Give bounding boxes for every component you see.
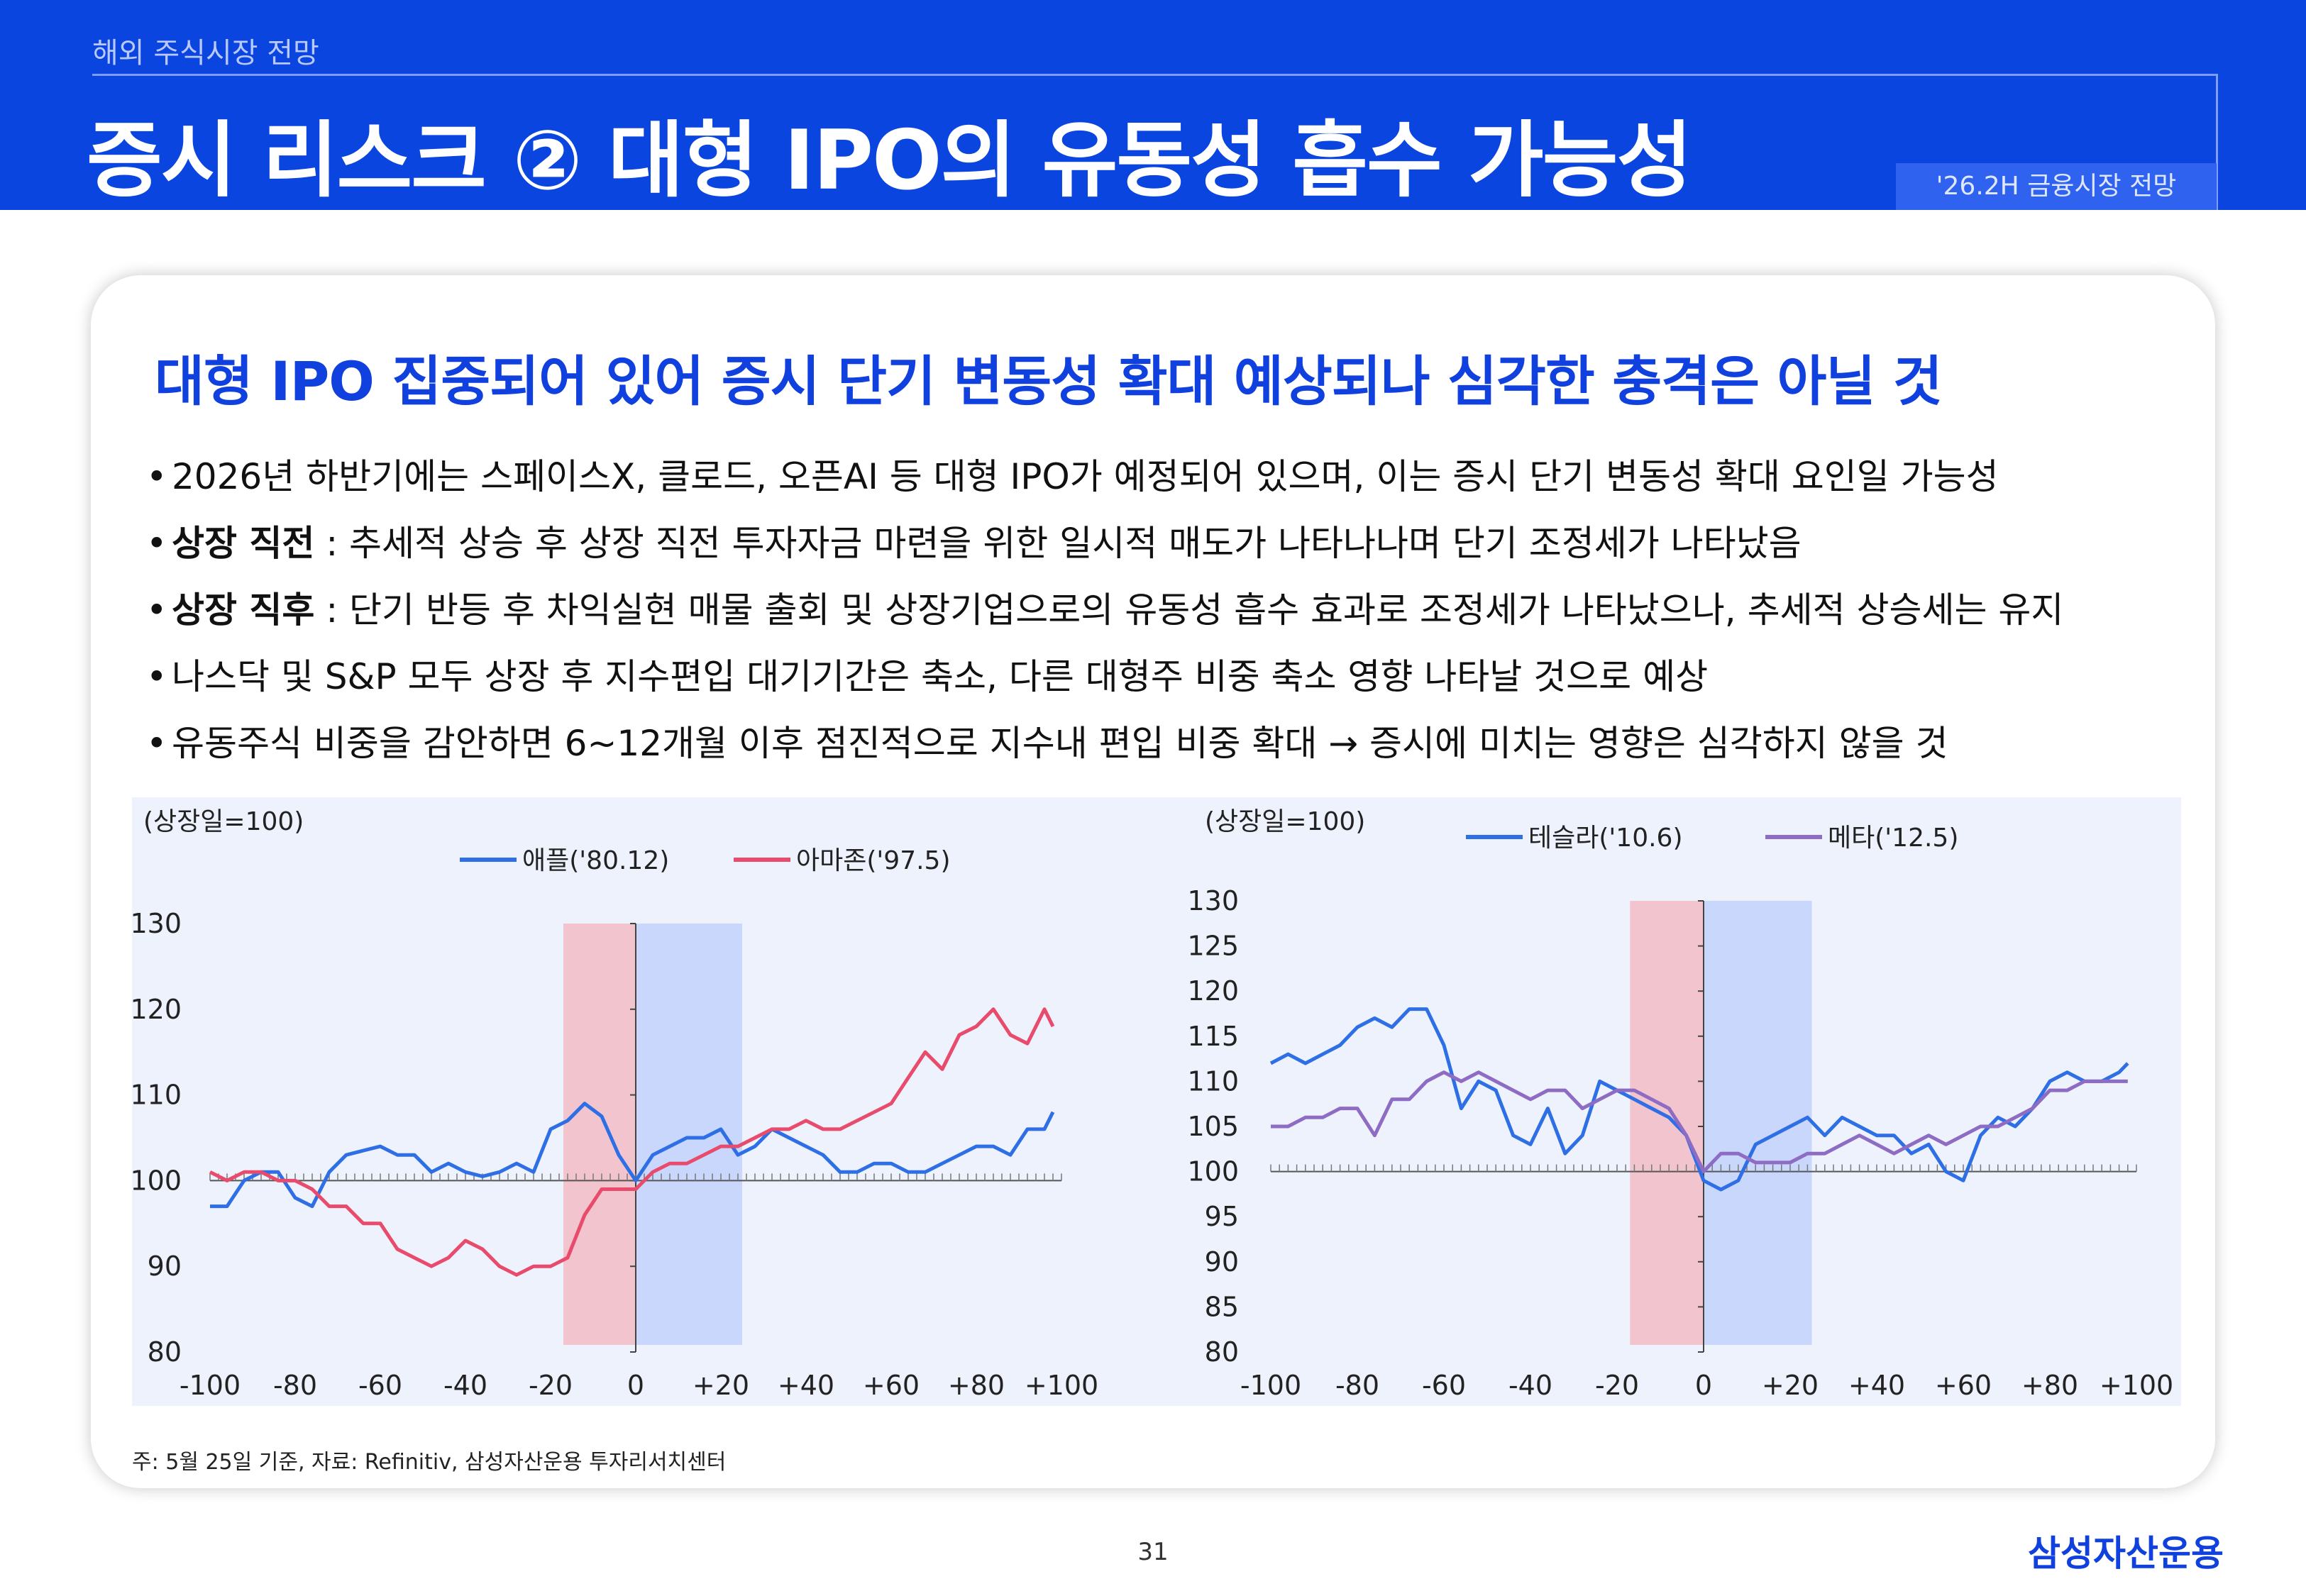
legend-label: 메타('12.5) — [1828, 824, 1958, 853]
report-tag: '26.2H 금융시장 전망 — [1896, 163, 2217, 210]
charts-svg: 80 90 100 110 120 130 -100 -80 -60 -40 -20 0 +20 +40 +… — [132, 807, 2173, 1401]
x-tick-label: -60 — [358, 1370, 402, 1401]
legend-label: 아마존('97.5) — [796, 846, 951, 875]
y-tick-label: 130 — [1187, 885, 1239, 916]
x-tick-label: +100 — [1025, 1370, 1098, 1401]
y-tick-label: 115 — [1187, 1021, 1239, 1052]
x-tick-label: -20 — [1595, 1370, 1639, 1401]
y-tick-label: 95 — [1205, 1201, 1239, 1232]
x-tick-label: -100 — [1240, 1370, 1301, 1401]
y-tick-label: 85 — [1205, 1291, 1239, 1322]
page-number: 31 — [1137, 1538, 1169, 1566]
x-tick-label: +40 — [1848, 1370, 1905, 1401]
y-tick-label: 100 — [1187, 1156, 1239, 1187]
bullet-item: • 상장 직후 : 단기 반등 후 차익실현 매물 출회 및 상장기업으로의 유동… — [146, 589, 2064, 631]
x-tick-label: +20 — [1762, 1370, 1819, 1401]
bullet-list: • 2026년 하반기에는 스페이스X, 클로드, 오픈AI 등 대형 IPO가 … — [146, 443, 2204, 777]
shaded-region — [563, 924, 636, 1345]
x-tick-label: +80 — [2021, 1370, 2078, 1401]
x-tick-label: -40 — [443, 1370, 487, 1401]
y-tick-label: 90 — [1205, 1246, 1239, 1278]
y-tick-label: 80 — [148, 1336, 182, 1368]
y-tick-label: 125 — [1187, 931, 1239, 962]
y-tick-label: 120 — [1187, 975, 1239, 1007]
source-note: 주: 5월 25일 기준, 자료: Refinitiv, 삼성자산운용 투자리서… — [132, 1450, 727, 1475]
x-tick-label: -40 — [1508, 1370, 1552, 1401]
x-tick-label: +40 — [778, 1370, 834, 1401]
x-tick-label: 0 — [627, 1370, 644, 1401]
section-label: 해외 주식시장 전망 — [92, 37, 319, 70]
y-tick-label: 100 — [132, 1165, 182, 1196]
y-tick-label: 110 — [1187, 1065, 1239, 1097]
axis-unit-label: (상장일=100) — [1205, 807, 1365, 836]
x-tick-label: -80 — [1335, 1370, 1379, 1401]
x-tick-label: +80 — [948, 1370, 1005, 1401]
company-logo: 삼성자산운용 — [2028, 1533, 2224, 1574]
y-tick-label: 105 — [1187, 1111, 1239, 1142]
y-tick-label: 130 — [132, 908, 182, 939]
y-tick-label: 120 — [132, 994, 182, 1025]
header-divider-end — [2216, 74, 2218, 210]
y-tick-label: 90 — [148, 1251, 182, 1282]
y-tick-label: 80 — [1205, 1336, 1239, 1368]
bullet-item: • 상장 직전 : 추세적 상승 후 상장 직전 투자자금 마련을 위한 일시적 … — [146, 523, 1802, 564]
x-tick-label: -80 — [273, 1370, 317, 1401]
legend-label: 테슬라('10.6) — [1528, 824, 1683, 853]
x-tick-label: 0 — [1695, 1370, 1712, 1401]
series-line — [210, 1102, 1055, 1209]
x-tick-label: +60 — [1935, 1370, 1992, 1401]
series-line — [1269, 1007, 2129, 1192]
series-line — [209, 1007, 1055, 1277]
shaded-region — [1630, 901, 1704, 1345]
x-tick-label: +20 — [693, 1370, 749, 1401]
series-line — [1271, 1070, 2128, 1174]
x-tick-label: -60 — [1422, 1370, 1466, 1401]
x-tick-label: +60 — [863, 1370, 920, 1401]
axis-unit-label: (상장일=100) — [143, 807, 304, 836]
header-bar: 해외 주식시장 전망 증시 리스크 ② 대형 IPO의 유동성 흡수 가능성 '… — [0, 0, 2306, 210]
bullet-item: • 유동주식 비중을 감안하면 6~12개월 이후 점진적으로 지수내 편입 비중… — [146, 723, 1948, 764]
header-divider — [92, 74, 2218, 76]
bullet-item: • 나스닥 및 S&P 모두 상장 후 지수편입 대기기간은 축소, 다른 대형주… — [146, 656, 1709, 697]
x-tick-label: +100 — [2100, 1370, 2173, 1401]
y-tick-label: 110 — [132, 1080, 182, 1111]
headline: 대형 IPO 집중되어 있어 증시 단기 변동성 확대 예상되나 심각한 충격은… — [155, 350, 1943, 413]
x-tick-label: -20 — [529, 1370, 573, 1401]
page-title: 증시 리스크 ② 대형 IPO의 유동성 흡수 가능성 — [87, 113, 1692, 209]
chart-panel: 80 90 100 110 120 130 -100 -80 -60 -40 -20 0 +20 +40 +… — [132, 797, 2181, 1406]
x-tick-label: -100 — [180, 1370, 241, 1401]
legend-label: 애플('80.12) — [522, 846, 669, 875]
bullet-item: • 2026년 하반기에는 스페이스X, 클로드, 오픈AI 등 대형 IPO가 … — [146, 456, 1999, 497]
